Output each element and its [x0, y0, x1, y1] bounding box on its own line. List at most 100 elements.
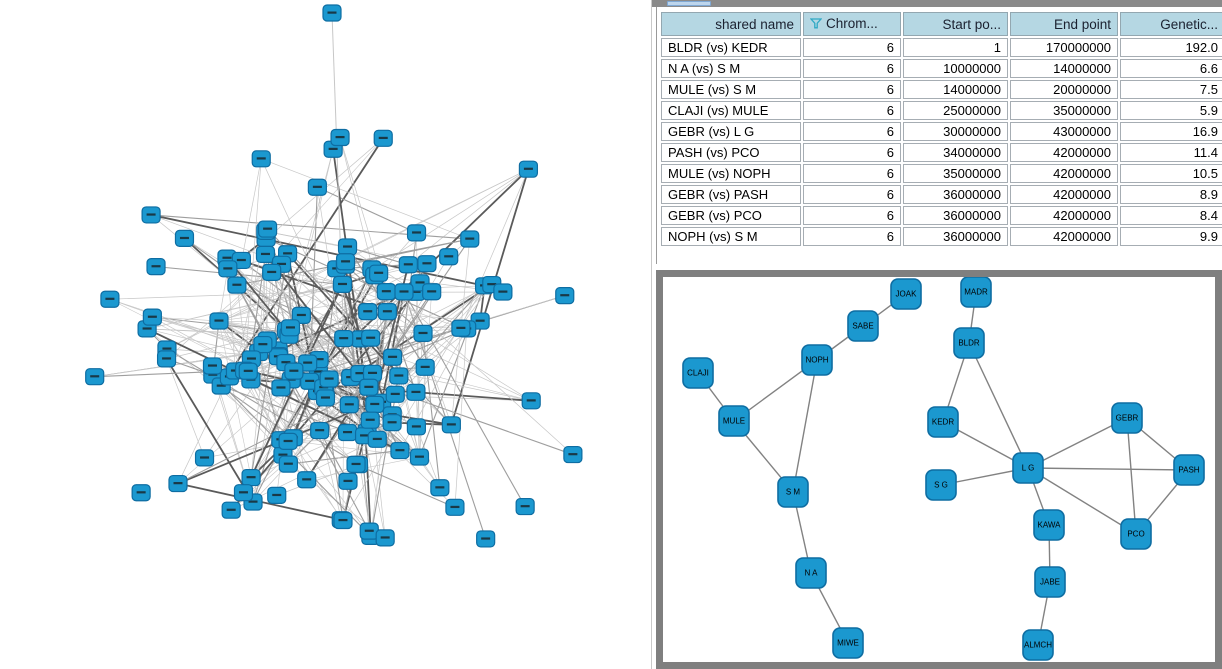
graph-node[interactable]	[337, 238, 358, 256]
table-cell[interactable]: NOPH (vs) S M	[661, 227, 801, 246]
node-KEDR[interactable]: KEDR	[927, 406, 959, 438]
table-cell[interactable]: 7.5	[1120, 80, 1222, 99]
graph-node[interactable]	[257, 220, 278, 238]
table-cell[interactable]: MULE (vs) NOPH	[661, 164, 801, 183]
table-cell[interactable]: 6	[803, 38, 901, 57]
table-cell[interactable]: 5.9	[1120, 101, 1222, 120]
graph-node[interactable]	[422, 283, 442, 301]
graph-node[interactable]	[338, 472, 358, 490]
table-cell[interactable]: 6	[803, 80, 901, 99]
table-cell[interactable]: GEBR (vs) PCO	[661, 206, 801, 225]
node-KAWA[interactable]: KAWA	[1033, 509, 1065, 541]
graph-node[interactable]	[409, 448, 430, 466]
table-row[interactable]: BLDR (vs) KEDR 6 1 170000000 192.0	[661, 38, 1222, 57]
graph-node[interactable]	[251, 150, 271, 168]
table-cell[interactable]: 6.6	[1120, 59, 1222, 78]
graph-node[interactable]	[555, 287, 575, 305]
node-S M[interactable]: S M	[777, 476, 809, 508]
table-cell[interactable]: 14000000	[1010, 59, 1118, 78]
graph-node[interactable]	[142, 308, 162, 326]
graph-node[interactable]	[194, 449, 215, 467]
graph-node[interactable]	[330, 128, 350, 147]
graph-node[interactable]	[521, 392, 541, 410]
table-cell[interactable]: 6	[803, 59, 901, 78]
table-cell[interactable]: 6	[803, 122, 901, 141]
node-NOPH[interactable]: NOPH	[801, 344, 833, 376]
table-cell[interactable]: 9.9	[1120, 227, 1222, 246]
horizontal-scrollbar[interactable]	[652, 0, 1222, 7]
table-cell[interactable]: 6	[803, 185, 901, 204]
graph-node[interactable]	[322, 4, 342, 22]
table-row[interactable]: GEBR (vs) PASH 6 36000000 42000000 8.9	[661, 185, 1222, 204]
graph-node[interactable]	[515, 497, 535, 516]
graph-node[interactable]	[334, 329, 354, 348]
graph-node[interactable]	[307, 178, 327, 196]
table-cell[interactable]: 10.5	[1120, 164, 1222, 183]
table-row[interactable]: GEBR (vs) L G 6 30000000 43000000 16.9	[661, 122, 1222, 141]
table-row[interactable]: NOPH (vs) S M 6 36000000 42000000 9.9	[661, 227, 1222, 246]
table-cell[interactable]: 20000000	[1010, 80, 1118, 99]
graph-node[interactable]	[255, 245, 276, 263]
node-JOAK[interactable]: JOAK	[890, 278, 922, 310]
graph-node[interactable]	[100, 290, 120, 308]
node-JABE[interactable]: JABE	[1034, 566, 1066, 598]
table-row[interactable]: MULE (vs) S M 6 14000000 20000000 7.5	[661, 80, 1222, 99]
graph-node[interactable]	[375, 529, 395, 547]
graph-node[interactable]	[346, 455, 366, 473]
graph-node[interactable]	[439, 248, 459, 266]
table-cell[interactable]: PASH (vs) PCO	[661, 143, 801, 162]
graph-node[interactable]	[333, 511, 353, 530]
graph-node[interactable]	[394, 283, 414, 301]
table-cell[interactable]: 6	[803, 164, 901, 183]
small-network-svg[interactable]: JOAK SABE NOPH CLAJI MULE S M N A MIWE MADR BLDR K…	[663, 277, 1215, 662]
graph-node[interactable]	[141, 206, 161, 224]
table-cell[interactable]: 42000000	[1010, 206, 1118, 225]
node-SABE[interactable]: SABE	[847, 310, 879, 342]
graph-node[interactable]	[361, 329, 381, 347]
graph-node[interactable]	[417, 255, 437, 273]
graph-node[interactable]	[233, 484, 254, 502]
graph-node[interactable]	[476, 530, 496, 548]
table-cell[interactable]: MULE (vs) S M	[661, 80, 801, 99]
graph-node[interactable]	[359, 378, 379, 396]
graph-node[interactable]	[156, 350, 177, 368]
table-cell[interactable]: 6	[803, 101, 901, 120]
node-CLAJI[interactable]: CLAJI	[682, 357, 714, 389]
graph-node[interactable]	[376, 283, 396, 301]
graph-node[interactable]	[131, 484, 151, 502]
graph-node[interactable]	[267, 486, 287, 504]
table-cell[interactable]: GEBR (vs) PASH	[661, 185, 801, 204]
table-cell[interactable]: CLAJI (vs) MULE	[661, 101, 801, 120]
graph-node[interactable]	[284, 362, 304, 380]
graph-node[interactable]	[241, 468, 261, 487]
graph-node[interactable]	[168, 474, 188, 493]
graph-node[interactable]	[360, 411, 380, 429]
graph-node[interactable]	[209, 312, 229, 330]
table-cell[interactable]: 42000000	[1010, 227, 1118, 246]
graph-node[interactable]	[319, 370, 339, 388]
node-MULE[interactable]: MULE	[718, 405, 750, 437]
table-cell[interactable]: GEBR (vs) L G	[661, 122, 801, 141]
graph-node[interactable]	[280, 319, 301, 337]
graph-node[interactable]	[146, 258, 166, 276]
table-cell[interactable]: 192.0	[1120, 38, 1222, 57]
graph-node[interactable]	[262, 263, 282, 281]
table-cell[interactable]: 16.9	[1120, 122, 1222, 141]
table-cell[interactable]: 11.4	[1120, 143, 1222, 162]
graph-node[interactable]	[358, 303, 378, 321]
graph-node[interactable]	[377, 303, 397, 321]
graph-node[interactable]	[451, 319, 471, 337]
graph-node[interactable]	[413, 324, 433, 342]
node-PCO[interactable]: PCO	[1120, 518, 1152, 550]
table-cell[interactable]: 42000000	[1010, 164, 1118, 183]
graph-node[interactable]	[369, 264, 389, 282]
table-cell[interactable]: 25000000	[903, 101, 1008, 120]
node-L G[interactable]: L G	[1012, 452, 1044, 484]
graph-node[interactable]	[398, 256, 418, 274]
graph-node[interactable]	[278, 432, 298, 450]
graph-node[interactable]	[563, 445, 583, 464]
graph-node[interactable]	[359, 522, 379, 540]
graph-node[interactable]	[332, 275, 353, 293]
table-cell[interactable]: 35000000	[1010, 101, 1118, 120]
graph-node[interactable]	[227, 276, 247, 294]
